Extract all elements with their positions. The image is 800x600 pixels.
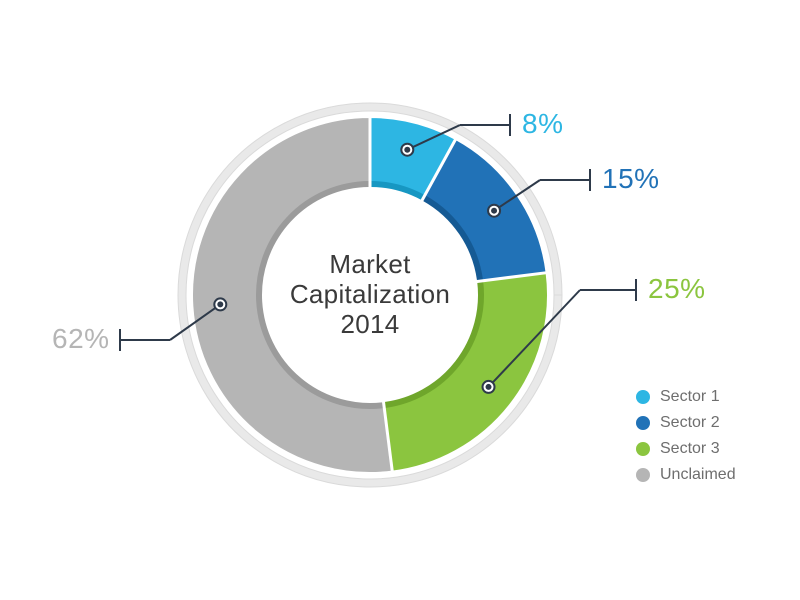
legend-label: Sector 2: [660, 414, 720, 432]
callout-label-sector2: 15%: [602, 163, 660, 195]
legend-swatch: [636, 442, 650, 456]
callout-label-sector3: 25%: [648, 273, 706, 305]
legend-item: Sector 1: [636, 388, 736, 406]
legend-swatch: [636, 390, 650, 404]
donut-slice-unclaimed: [192, 117, 392, 473]
legend-swatch: [636, 416, 650, 430]
legend-swatch: [636, 468, 650, 482]
donut-slice-sector3: [384, 273, 548, 472]
legend-label: Sector 1: [660, 388, 720, 406]
legend-label: Unclaimed: [660, 466, 736, 484]
legend: Sector 1 Sector 2 Sector 3 Unclaimed: [636, 388, 736, 492]
callout-label-sector1: 8%: [522, 108, 563, 140]
legend-item: Sector 3: [636, 440, 736, 458]
legend-label: Sector 3: [660, 440, 720, 458]
chart-stage: MarketCapitalization2014 8%15%25%62% Sec…: [0, 0, 800, 600]
legend-item: Unclaimed: [636, 466, 736, 484]
legend-item: Sector 2: [636, 414, 736, 432]
callout-label-unclaimed: 62%: [52, 323, 110, 355]
